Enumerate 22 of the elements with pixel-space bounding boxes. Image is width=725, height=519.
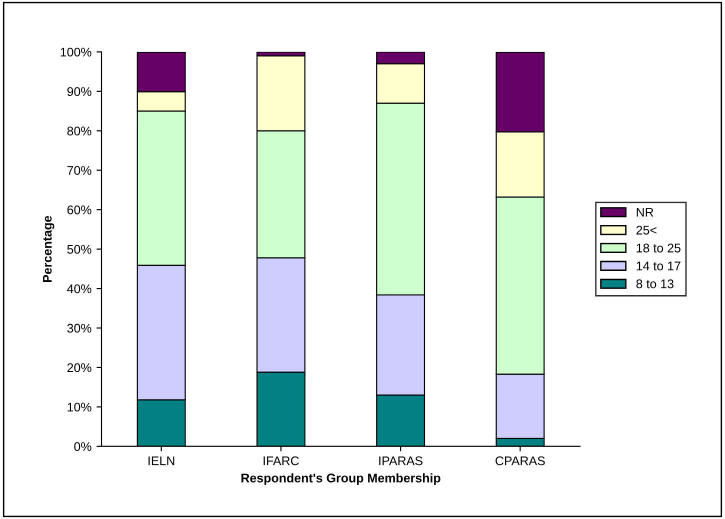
y-tick-label: 40% — [67, 284, 92, 294]
y-tick-label: 50% — [67, 244, 92, 254]
legend-label: 18 to 25 — [636, 244, 680, 252]
y-tick-label: 0% — [74, 442, 92, 451]
legend-label: 14 to 17 — [636, 262, 680, 270]
y-tick-label: 100% — [60, 48, 92, 57]
y-tick-label: 80% — [67, 126, 92, 136]
legend-label: NR — [636, 208, 654, 217]
x-tick-label: CPARAS — [496, 456, 545, 466]
y-tick-label: 20% — [67, 363, 92, 372]
x-tick-label: IFARC — [264, 456, 299, 466]
legend-label: 8 to 13 — [636, 279, 674, 288]
x-tick-label: IPARAS — [379, 456, 422, 466]
legend-label: 25< — [636, 226, 656, 235]
y-tick-label: 70% — [67, 166, 92, 175]
y-axis-title: Percentage — [43, 216, 54, 282]
y-tick-label: 30% — [67, 324, 92, 333]
y-tick-label: 90% — [67, 87, 92, 96]
x-tick-label: IELN — [148, 456, 174, 466]
y-tick-label: 10% — [68, 402, 92, 412]
y-tick-label: 60% — [67, 205, 92, 214]
x-axis-title: Respondent's Group Membership — [241, 473, 440, 485]
